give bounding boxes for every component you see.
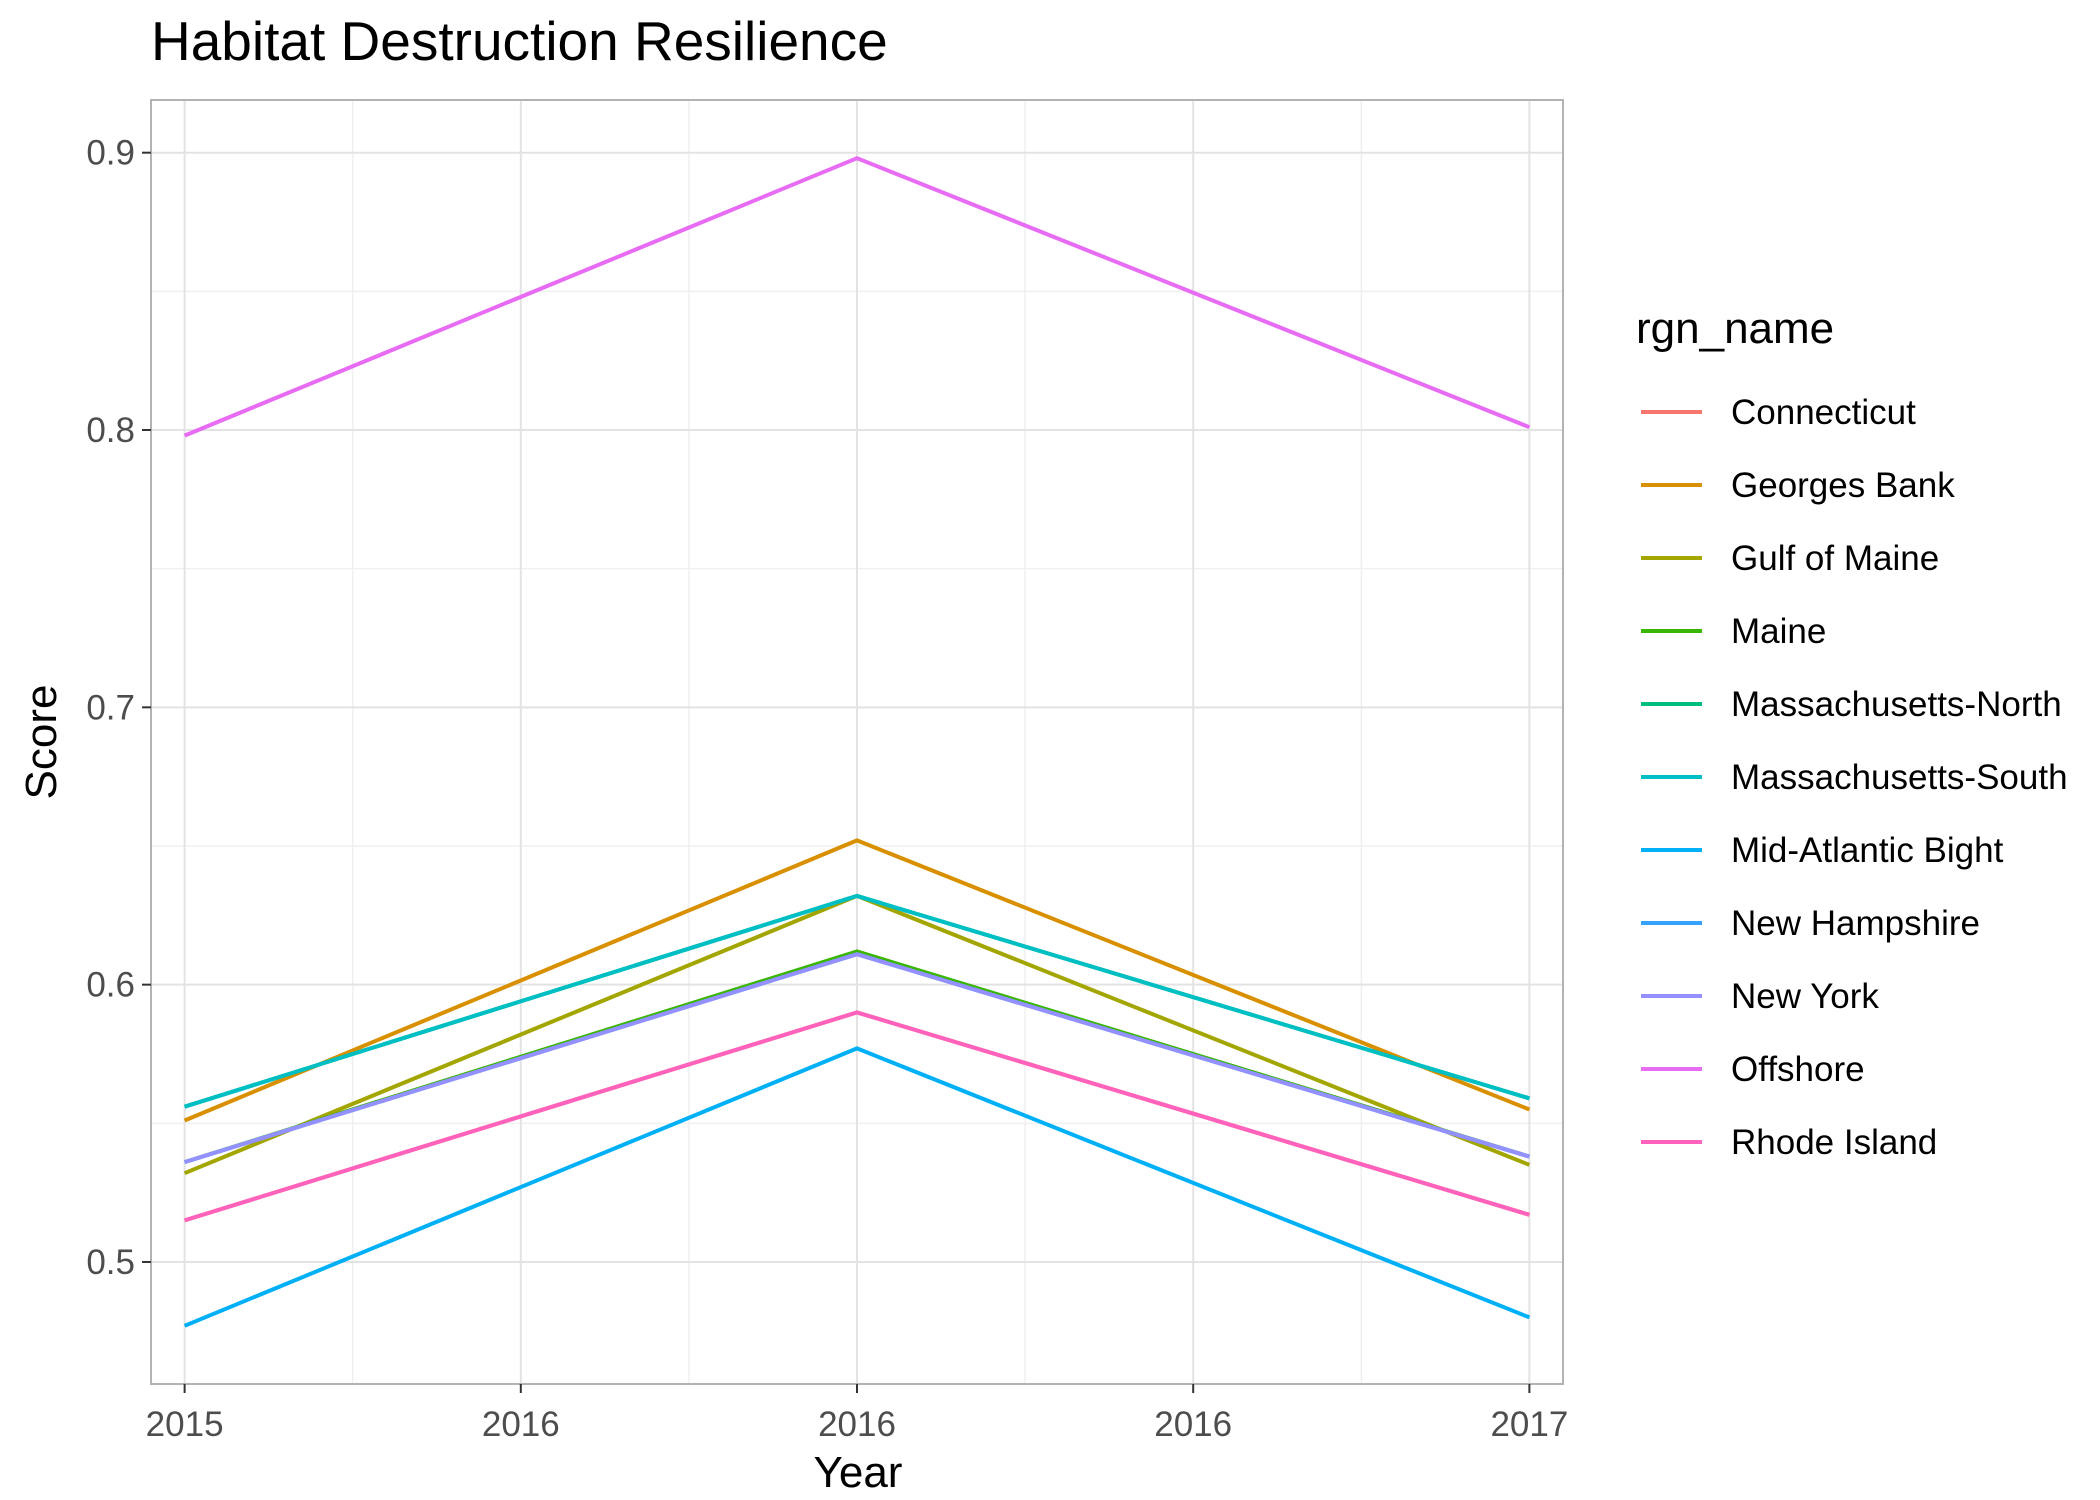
y-tick-label: 0.8 (86, 411, 135, 450)
legend-item-gulf-of-maine: Gulf of Maine (1641, 539, 1939, 578)
x-tick-label: 2016 (818, 1405, 896, 1444)
legend-label: Offshore (1731, 1050, 1865, 1089)
legend-label: Massachusetts-North (1731, 685, 2062, 724)
legend-label: Connecticut (1731, 393, 1916, 432)
y-axis: 0.5 0.6 0.7 0.8 0.9 (86, 134, 151, 1282)
legend-title: rgn_name (1636, 304, 1834, 353)
x-axis: 2015 2016 2016 2016 2017 (146, 1384, 1568, 1444)
legend-item-mid-atlantic-bight: Mid-Atlantic Bight (1641, 831, 2004, 870)
legend: rgn_name Connecticut Georges Bank Gulf of … (1636, 304, 2068, 1162)
legend-item-connecticut: Connecticut (1641, 393, 1916, 432)
series-line-mid-atlantic-bight (183, 1046, 1531, 1328)
x-tick-label: 2016 (1154, 1405, 1232, 1444)
y-tick-label: 0.5 (86, 1243, 135, 1282)
legend-item-maine: Maine (1641, 612, 1826, 651)
legend-label: New Hampshire (1731, 904, 1980, 943)
legend-item-massachusetts-north: Massachusetts-North (1641, 685, 2062, 724)
legend-label: Gulf of Maine (1731, 539, 1939, 578)
legend-label: Massachusetts-South (1731, 758, 2068, 797)
major-gridlines (151, 100, 1563, 1384)
legend-item-rhode-island: Rhode Island (1641, 1123, 1937, 1162)
y-tick-label: 0.7 (86, 688, 135, 727)
legend-item-new-hampshire: New Hampshire (1641, 904, 1980, 943)
legend-item-georges-bank: Georges Bank (1641, 466, 1955, 505)
plot-panel (150, 99, 1564, 1385)
y-tick-label: 0.6 (86, 966, 135, 1005)
x-tick-label: 2016 (482, 1405, 560, 1444)
series-line-rhode-island (184, 1010, 1530, 1223)
series-lines (183, 156, 1531, 1328)
legend-label: New York (1731, 977, 1879, 1016)
legend-item-new-york: New York (1641, 977, 1879, 1016)
series-line-georges-bank (183, 838, 1531, 1123)
series-line-offshore (183, 156, 1531, 438)
legend-label: Rhode Island (1731, 1123, 1937, 1162)
legend-item-massachusetts-south: Massachusetts-South (1641, 758, 2068, 797)
chart-title: Habitat Destruction Resilience (151, 10, 888, 72)
legend-items: Connecticut Georges Bank Gulf of Maine Main… (1641, 393, 2068, 1162)
legend-label: Georges Bank (1731, 466, 1955, 505)
x-tick-label: 2017 (1490, 1405, 1568, 1444)
legend-label: Maine (1731, 612, 1826, 651)
x-axis-label: Year (814, 1448, 903, 1497)
y-axis-label: Score (17, 685, 66, 800)
y-tick-label: 0.9 (86, 134, 135, 173)
legend-label: Mid-Atlantic Bight (1731, 831, 2004, 870)
x-tick-label: 2015 (146, 1405, 224, 1444)
series-line-new-york (184, 952, 1530, 1165)
legend-item-offshore: Offshore (1641, 1050, 1865, 1089)
series-line-massachusetts-south (184, 893, 1530, 1109)
